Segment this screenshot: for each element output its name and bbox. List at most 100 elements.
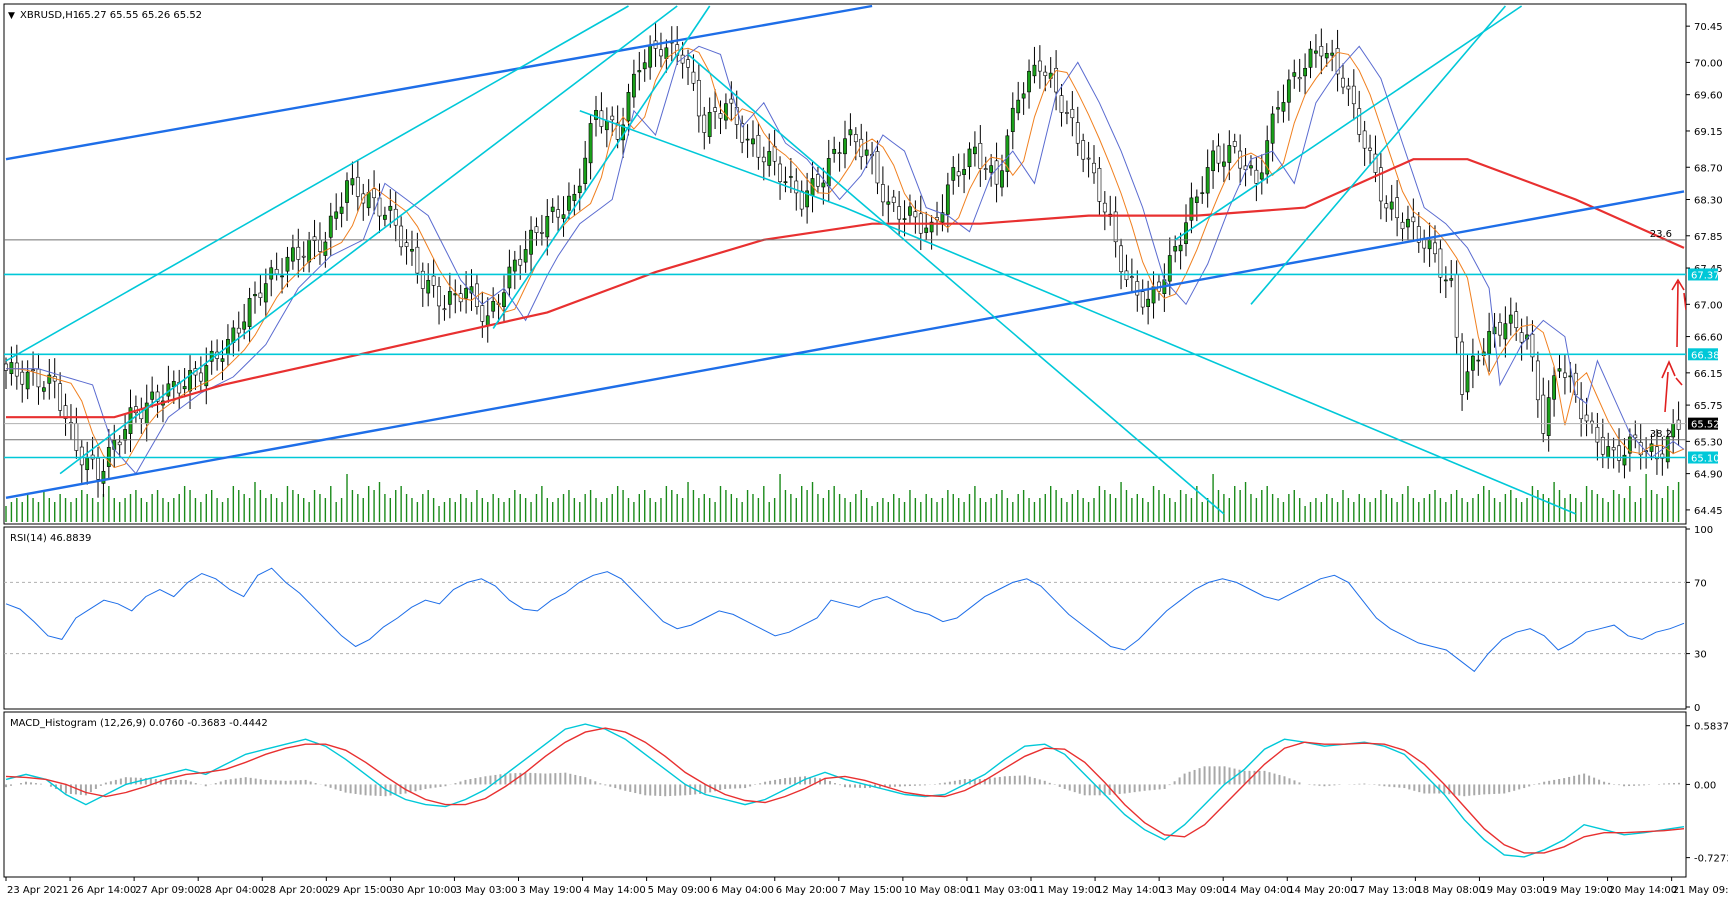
candle xyxy=(117,435,122,457)
candle xyxy=(1378,153,1383,220)
candle xyxy=(886,185,891,223)
symbol-triangle-icon[interactable]: ▼ xyxy=(8,11,15,21)
candle xyxy=(1081,133,1086,173)
rsi-tick-label: 100 xyxy=(1694,525,1713,536)
time-tick-label: 5 May 09:00 xyxy=(648,885,710,896)
price-tick-label: 65.30 xyxy=(1694,437,1723,448)
trendline[interactable] xyxy=(492,5,711,329)
candle xyxy=(1595,412,1600,461)
rsi-panel[interactable] xyxy=(3,526,1687,710)
macd-tick-label: 0.00 xyxy=(1694,780,1716,791)
main-panel[interactable] xyxy=(3,3,1687,525)
candle xyxy=(1140,279,1145,315)
trendline[interactable] xyxy=(579,110,1577,515)
candle xyxy=(1627,428,1632,472)
time-tick-label: 19 May 03:00 xyxy=(1480,885,1549,896)
candle xyxy=(707,97,712,144)
candle xyxy=(269,259,274,297)
time-tick-label: 30 Apr 10:00 xyxy=(391,885,456,896)
candle xyxy=(545,199,550,256)
candle xyxy=(345,172,349,221)
candle xyxy=(155,384,160,418)
candle xyxy=(182,368,187,398)
trendline[interactable] xyxy=(5,4,873,161)
candle xyxy=(296,228,301,278)
macd-signal-line xyxy=(5,727,1685,854)
trendline[interactable] xyxy=(1174,5,1523,241)
candle xyxy=(848,113,853,146)
candle xyxy=(1037,45,1042,89)
moving-average-200-line xyxy=(6,158,1685,419)
candle xyxy=(491,287,496,319)
candle xyxy=(745,124,750,158)
candle xyxy=(832,136,837,163)
candle xyxy=(388,189,393,228)
trendline[interactable] xyxy=(5,190,1685,499)
candle xyxy=(480,291,485,338)
candle xyxy=(437,276,441,325)
time-tick-label: 28 Apr 20:00 xyxy=(263,885,328,896)
trendline[interactable] xyxy=(5,5,629,362)
candle xyxy=(1070,91,1075,137)
price-tick-label: 67.00 xyxy=(1694,300,1723,311)
candle xyxy=(1286,69,1291,121)
trendline[interactable] xyxy=(59,5,678,475)
candle xyxy=(1314,34,1318,68)
candle xyxy=(1021,82,1026,115)
trendline[interactable] xyxy=(1250,5,1507,305)
candle xyxy=(1530,320,1535,372)
candle xyxy=(1005,129,1010,188)
candle xyxy=(328,202,333,256)
candle xyxy=(1303,53,1307,95)
candle xyxy=(691,54,696,91)
candle xyxy=(339,192,344,228)
candle xyxy=(1351,69,1356,121)
candle xyxy=(383,206,387,227)
time-tick-label: 14 May 20:00 xyxy=(1288,885,1357,896)
candle xyxy=(1449,259,1454,288)
candle xyxy=(902,200,907,237)
candle xyxy=(355,159,360,212)
candle xyxy=(1395,180,1400,237)
candle xyxy=(740,115,745,154)
candle xyxy=(583,140,588,192)
candle xyxy=(1362,120,1367,166)
main-plot-layer: 23.6 38.2 xyxy=(4,4,1686,522)
time-tick-label: 26 Apr 14:00 xyxy=(71,885,136,896)
candle xyxy=(945,172,950,233)
candle xyxy=(897,191,902,235)
rsi-title: RSI(14) 46.8839 xyxy=(10,533,91,544)
candle xyxy=(1487,312,1492,372)
candle xyxy=(631,59,636,108)
candle xyxy=(442,295,447,321)
macd-tick-label: 0.5837 xyxy=(1694,722,1728,733)
candle xyxy=(204,347,209,405)
candle xyxy=(989,154,994,187)
svg-text:66.38: 66.38 xyxy=(1691,350,1720,361)
time-tick-label: 29 Apr 15:00 xyxy=(327,885,392,896)
candle xyxy=(529,216,533,273)
macd-panel[interactable] xyxy=(3,711,1687,878)
candle xyxy=(816,166,820,194)
time-tick-label: 14 May 04:00 xyxy=(1224,885,1293,896)
candle xyxy=(610,106,615,136)
candle xyxy=(502,275,506,323)
price-tag: 65.52 xyxy=(1688,417,1720,431)
candle xyxy=(1200,176,1205,204)
price-axis[interactable]: 70.4570.0069.6069.1568.7068.3067.8567.45… xyxy=(1686,22,1728,865)
time-tick-label: 6 May 20:00 xyxy=(776,885,838,896)
moving-average-line xyxy=(6,47,1685,469)
candle xyxy=(1027,59,1031,109)
candle xyxy=(258,274,263,306)
svg-text:67.37: 67.37 xyxy=(1691,270,1720,281)
candle xyxy=(1211,140,1215,189)
candle xyxy=(41,381,46,400)
candle xyxy=(1113,196,1118,258)
trendline[interactable] xyxy=(687,53,1225,515)
time-tick-label: 18 May 08:00 xyxy=(1416,885,1485,896)
price-tick-label: 65.75 xyxy=(1694,401,1723,412)
candle xyxy=(1016,81,1021,121)
macd-tick-label: -0.7273 xyxy=(1694,854,1728,865)
candle xyxy=(220,340,225,381)
